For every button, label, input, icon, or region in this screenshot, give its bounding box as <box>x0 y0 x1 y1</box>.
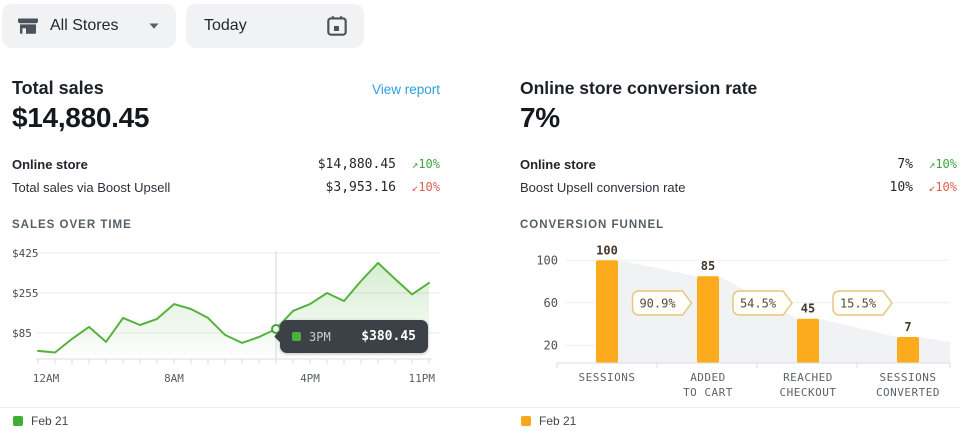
metric-label: Online store <box>520 156 596 172</box>
store-selector-button[interactable]: All Stores <box>2 4 176 48</box>
chart-tooltip: 3PM $380.45 <box>280 320 428 353</box>
store-selector-label: All Stores <box>50 17 119 34</box>
trend-down-arrow-icon: ↙ <box>928 181 936 194</box>
storefront-icon <box>16 14 40 38</box>
conversion-step-badge <box>832 290 893 316</box>
y-axis-label: 60 <box>544 296 558 310</box>
conversion-funnel-heading: CONVERSION FUNNEL <box>520 219 665 231</box>
legend-label: Feb 21 <box>31 414 69 428</box>
chevron-down-icon <box>148 22 160 30</box>
x-axis-label: 8AM <box>164 372 184 385</box>
category-label: REACHED <box>783 371 833 384</box>
change-percent: 10% <box>935 180 957 194</box>
metric-value: 10% <box>889 179 913 195</box>
bar-value-label: 7 <box>904 320 911 334</box>
funnel-bar[interactable] <box>697 276 719 363</box>
metric-change-badge: ↗10% <box>913 157 957 171</box>
sales-over-time-heading: SALES OVER TIME <box>12 219 132 231</box>
metric-value: $14,880.45 <box>317 156 396 172</box>
metric-change-badge: ↙10% <box>396 180 440 194</box>
divider <box>0 407 960 408</box>
category-label: TO CART <box>683 386 733 399</box>
x-axis-label: 4PM <box>300 372 320 385</box>
calendar-icon <box>324 13 350 39</box>
sales-line-series[interactable] <box>37 261 430 354</box>
metric-label: Total sales via Boost Upsell <box>12 179 171 195</box>
conversion-step-label: 90.9% <box>639 297 676 311</box>
bar-value-label: 100 <box>596 245 618 257</box>
category-label: CONVERTED <box>876 386 940 399</box>
funnel-bar[interactable] <box>797 318 819 363</box>
bar-value-label: 45 <box>801 302 815 316</box>
y-axis-label: $85 <box>12 327 32 340</box>
change-percent: 10% <box>418 180 440 194</box>
conversion-step-badge <box>732 290 793 316</box>
funnel-bar[interactable] <box>897 337 919 363</box>
total-sales-value: $14,880.45 <box>12 102 150 133</box>
conversion-step-label: 15.5% <box>840 297 877 311</box>
trend-up-arrow-icon: ↗ <box>411 158 419 171</box>
metric-label: Online store <box>12 156 88 172</box>
metric-value: 7% <box>897 156 913 172</box>
funnel-bar[interactable] <box>596 260 618 363</box>
metric-change-badge: ↗10% <box>396 157 440 171</box>
metric-label: Boost Upsell conversion rate <box>520 179 686 195</box>
conversion-funnel-chart: 100 60 20 100 85 45 7 90.9% 54.5% 15.5% SESSIONS AD… <box>536 245 951 399</box>
tooltip-series-swatch <box>292 332 301 341</box>
category-label: ADDED <box>690 371 726 384</box>
conversion-rate-title: Online store conversion rate <box>520 78 758 98</box>
tooltip-time: 3PM <box>309 329 331 344</box>
x-axis-label: 12AM <box>33 372 60 385</box>
change-percent: 10% <box>418 157 440 171</box>
metric-row-boost-upsell: Total sales via Boost Upsell $3,953.16 ↙… <box>12 177 440 197</box>
sales-chart-legend: Feb 21 <box>13 414 68 428</box>
category-label: SESSIONS <box>880 371 937 384</box>
y-axis-label: 20 <box>544 338 558 352</box>
date-range-label: Today <box>204 17 247 34</box>
date-range-selector-button[interactable]: Today <box>186 4 364 48</box>
total-sales-title: Total sales <box>12 78 104 98</box>
view-report-link[interactable]: View report <box>371 82 440 97</box>
y-axis-label: $255 <box>12 287 39 300</box>
category-label: SESSIONS <box>579 371 636 384</box>
metric-row-online-store-rate: Online store 7% ↗10% <box>520 154 957 174</box>
y-axis-label: $425 <box>12 247 39 260</box>
conversion-step-badge <box>631 290 693 316</box>
metric-row-online-store: Online store $14,880.45 ↗10% <box>12 154 440 174</box>
tooltip-value: $380.45 <box>361 329 416 344</box>
metric-row-boost-upsell-rate: Boost Upsell conversion rate 10% ↙10% <box>520 177 957 197</box>
sales-over-time-chart: $425 $255 $85 12AM 8AM 4PM 11PM <box>12 247 440 385</box>
legend-swatch-green <box>13 416 23 426</box>
conversion-step-label: 54.5% <box>740 297 777 311</box>
trend-down-arrow-icon: ↙ <box>411 181 419 194</box>
legend-label: Feb 21 <box>539 414 577 428</box>
y-axis-label: 100 <box>536 253 558 267</box>
metric-change-badge: ↙10% <box>913 180 957 194</box>
trend-up-arrow-icon: ↗ <box>928 158 936 171</box>
legend-swatch-orange <box>521 416 531 426</box>
bar-value-label: 85 <box>701 259 715 273</box>
change-percent: 10% <box>935 157 957 171</box>
x-axis-label: 11PM <box>409 372 436 385</box>
category-label: CHECKOUT <box>780 386 837 399</box>
conversion-rate-value: 7% <box>520 102 560 133</box>
funnel-chart-legend: Feb 21 <box>521 414 576 428</box>
metric-value: $3,953.16 <box>325 179 396 195</box>
